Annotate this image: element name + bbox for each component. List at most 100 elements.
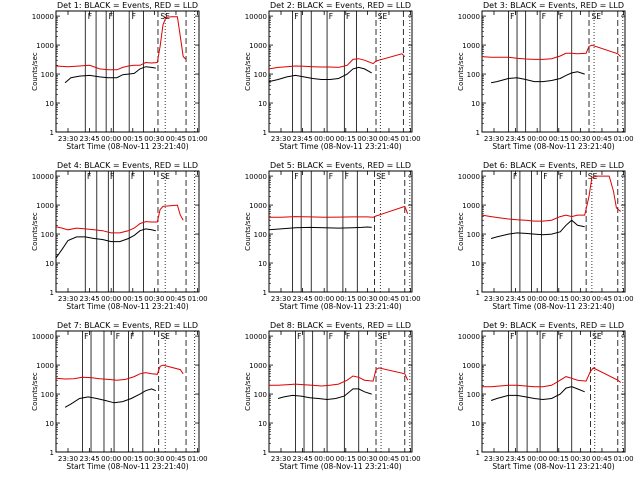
y-tick-label: 1 [263, 129, 267, 137]
y-axis-label: Counts/sec [31, 212, 39, 251]
interval-flag-f: F [510, 12, 514, 21]
x-tick-label: 00:30 [357, 455, 377, 463]
series-line-events [277, 388, 372, 401]
series-line-events [490, 71, 585, 84]
y-tick-label: 10000 [245, 13, 267, 21]
x-tick-label: 00:15 [549, 455, 569, 463]
panel-title: Det 2: BLACK = Events, RED = LLD [270, 1, 411, 10]
interval-flag-f: F [345, 172, 349, 181]
x-tick-label: 23:30 [58, 135, 78, 143]
plot-frame [55, 170, 200, 293]
y-tick-label: 100 [254, 391, 267, 399]
interval-flag-se: SE [378, 332, 388, 341]
interval-flag-f: F [559, 332, 563, 341]
y-tick-label: 10 [258, 260, 267, 268]
y-tick-label: 1 [476, 289, 480, 297]
x-tick-label: 23:30 [58, 295, 78, 303]
x-tick-label: 00:15 [123, 135, 143, 143]
panel-title: Det 4: BLACK = Events, RED = LLD [57, 161, 198, 170]
detector-panel-6: Det 6: BLACK = Events, RED = LLD 1 10 100 10… [457, 161, 634, 311]
x-axis-label: Start Time (08-Nov-11 23:21:40) [279, 142, 401, 151]
interval-flag-se: SE [160, 12, 170, 21]
y-tick-label: 1000 [462, 42, 480, 50]
y-axis-label: Counts/sec [244, 212, 252, 251]
panel-title: Det 3: BLACK = Events, RED = LLD [483, 1, 624, 10]
plot-frame [55, 10, 200, 133]
series-line-lld [55, 204, 184, 234]
x-tick-label: 00:00 [314, 295, 334, 303]
plot-frame [268, 330, 413, 453]
x-tick-label: 00:15 [336, 455, 356, 463]
x-axis-label: Start Time (08-Nov-11 23:21:40) [492, 302, 614, 311]
x-tick-label: 00:15 [123, 455, 143, 463]
interval-flag-se: SE [592, 332, 602, 341]
x-tick-label: 01:00 [613, 295, 633, 303]
plot-frame [268, 170, 413, 293]
x-tick-label: 01:00 [187, 455, 207, 463]
x-axis-label: Start Time (08-Nov-11 23:21:40) [279, 302, 401, 311]
y-tick-label: 10000 [245, 173, 267, 181]
x-tick-label: 00:45 [166, 295, 186, 303]
panel-title: Det 5: BLACK = Events, RED = LLD [270, 161, 411, 170]
interval-flag-se: SE [160, 332, 170, 341]
x-tick-label: 00:30 [144, 295, 164, 303]
series-line-events [490, 219, 585, 239]
interval-flag-se: SE [591, 12, 601, 21]
y-tick-label: 10 [258, 420, 267, 428]
y-axis-label: Counts/sec [31, 372, 39, 411]
y-tick-label: 1 [50, 449, 54, 457]
x-tick-label: 00:00 [101, 455, 121, 463]
interval-flag-f: F [346, 332, 350, 341]
y-tick-label: 100 [467, 391, 480, 399]
interval-flag-f: F [542, 332, 546, 341]
x-tick-label: 00:30 [144, 135, 164, 143]
x-axis-label: Start Time (08-Nov-11 23:21:40) [492, 462, 614, 471]
interval-flag-f: F [559, 172, 563, 181]
y-tick-label: 1000 [249, 42, 267, 50]
x-tick-label: 23:30 [484, 455, 504, 463]
series-line-lld [268, 53, 406, 70]
detector-panel-1: Det 1: BLACK = Events, RED = LLD 1 10 100 10… [31, 1, 208, 151]
x-tick-label: 00:15 [549, 135, 569, 143]
detector-panel-3: Det 3: BLACK = Events, RED = LLD 1 10 100 10… [457, 1, 634, 151]
x-tick-label: 00:15 [336, 295, 356, 303]
y-axis-label: Counts/sec [457, 372, 465, 411]
panel-title: Det 9: BLACK = Events, RED = LLD [483, 321, 624, 330]
plot-frame [55, 330, 200, 453]
x-tick-label: 00:15 [549, 295, 569, 303]
x-tick-label: 00:15 [336, 135, 356, 143]
x-tick-label: 00:00 [527, 295, 547, 303]
y-tick-label: 10000 [32, 333, 54, 341]
x-tick-label: 00:00 [101, 135, 121, 143]
plot-frame [481, 330, 626, 453]
interval-flag-f: F [87, 172, 91, 181]
x-tick-label: 23:45 [505, 455, 525, 463]
y-tick-label: 100 [41, 231, 54, 239]
series-line-lld [269, 205, 409, 218]
series-line-lld [481, 44, 622, 60]
y-tick-label: 1000 [462, 362, 480, 370]
x-tick-label: 00:00 [101, 295, 121, 303]
x-tick-label: 00:45 [592, 455, 612, 463]
x-axis-label: Start Time (08-Nov-11 23:21:40) [66, 302, 188, 311]
interval-flag-f: F [543, 172, 547, 181]
x-axis-label: Start Time (08-Nov-11 23:21:40) [66, 462, 188, 471]
series-line-lld [55, 364, 184, 381]
x-tick-label: 00:30 [144, 455, 164, 463]
x-tick-label: 01:00 [187, 135, 207, 143]
plot-frame [481, 10, 626, 133]
y-axis-label: Counts/sec [457, 52, 465, 91]
x-tick-label: 23:30 [58, 455, 78, 463]
interval-flag-f: F [110, 172, 114, 181]
y-tick-label: 10 [45, 100, 54, 108]
interval-flag-f: F [294, 172, 298, 181]
x-tick-label: 00:15 [123, 295, 143, 303]
interval-flag-f: F [297, 332, 301, 341]
interval-flag-f: F [542, 12, 546, 21]
x-tick-label: 00:00 [527, 135, 547, 143]
interval-flag-f: F [84, 332, 88, 341]
x-axis-label: Start Time (08-Nov-11 23:21:40) [66, 142, 188, 151]
detector-panel-9: Det 9: BLACK = Events, RED = LLD 1 10 100 10… [457, 321, 634, 471]
y-tick-label: 1000 [249, 202, 267, 210]
interval-flag-f: F [130, 332, 134, 341]
